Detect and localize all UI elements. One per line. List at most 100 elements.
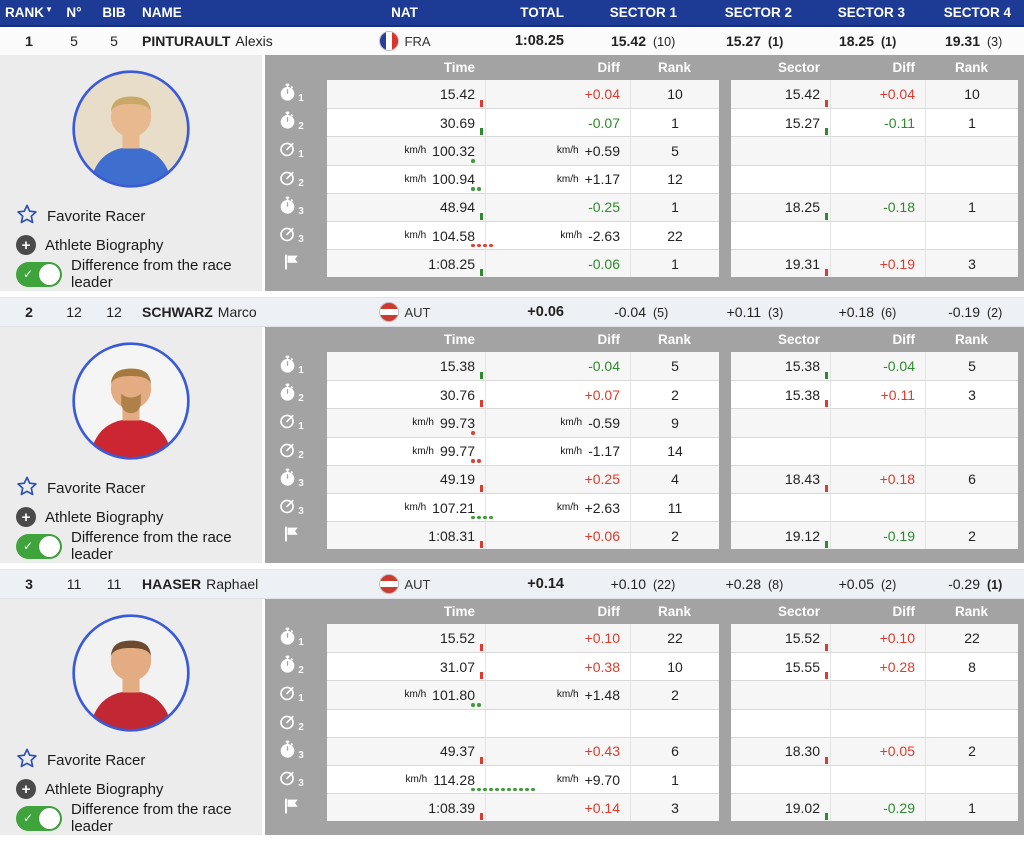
toggle-on-icon[interactable]: ✓	[16, 533, 62, 559]
sector-cell	[731, 680, 830, 709]
sector-diff-cell: -0.19	[830, 521, 925, 550]
racer-bib: 12	[106, 304, 122, 320]
sector-rank-cell	[925, 680, 1018, 709]
toggle-on-icon[interactable]: ✓	[16, 261, 62, 287]
racer-number: 12	[66, 304, 82, 320]
sector-diff-cell	[830, 436, 925, 465]
leader-diff-toggle[interactable]: ✓ Difference from the race leader	[16, 529, 262, 563]
summary-sector-4: -0.29 (1)	[918, 576, 1024, 592]
star-icon	[16, 203, 38, 229]
detail-row: 2 km/h 100.94 km/h +1.17 12	[265, 164, 1018, 193]
athlete-biography-button[interactable]: + Athlete Biography	[16, 505, 262, 529]
results-table-header: RANK▼ N° BIB NAME NAT TOTAL SECTOR 1 SEC…	[0, 0, 1024, 27]
detail-row: 1 15.52 +0.10 22 15.52 +0.10 22	[265, 624, 1018, 653]
sector-rank: (2)	[881, 578, 897, 592]
detail-row: 2 30.76 +0.07 2 15.38 +0.11 3	[265, 380, 1018, 409]
racer-rank: 2	[25, 304, 33, 320]
diff-tick-indicator	[480, 128, 483, 136]
detail-header-sector-rank: Rank	[954, 604, 988, 619]
detail-header-sector-rank: Rank	[954, 332, 988, 347]
diff-cell: -0.07	[485, 108, 630, 137]
leader-diff-toggle[interactable]: ✓ Difference from the race leader	[16, 257, 262, 291]
rank-cell: 10	[630, 80, 719, 109]
summary-sector-2: +0.11 (3)	[690, 304, 805, 320]
speedometer-icon	[278, 168, 297, 190]
stopwatch-icon	[278, 627, 297, 649]
nat-code: AUT	[404, 304, 431, 320]
diff-cell: km/h -2.63	[485, 220, 630, 250]
column-header-sector1: SECTOR 1	[609, 5, 677, 20]
detail-header-diff: Diff	[597, 332, 621, 347]
speedometer-icon	[278, 411, 297, 433]
detail-header-rank: Rank	[657, 60, 691, 75]
speedometer-icon	[278, 139, 297, 161]
sector-rank: (3)	[987, 35, 1003, 49]
favorite-racer-label: Favorite Racer	[47, 479, 146, 497]
diff-cell: +0.14	[485, 793, 630, 822]
rank-cell: 10	[630, 652, 719, 681]
racer-total-time: +0.06	[527, 304, 564, 320]
column-header-total: TOTAL	[520, 5, 564, 20]
diff-tick-indicator	[480, 212, 483, 220]
sector-rank-cell: 5	[925, 352, 1018, 381]
stopwatch-icon	[278, 468, 297, 490]
detail-rows: 1 15.52 +0.10 22 15.52 +0.10 22 2 31.07 +0.38 10 15…	[265, 624, 1018, 822]
racer-info-panel: Favorite Racer + Athlete Biography ✓ Dif…	[0, 599, 262, 835]
detail-row: 2 km/h 99.77 km/h -1.17 14	[265, 436, 1018, 465]
column-header-rank[interactable]: RANK▼	[5, 5, 53, 20]
rank-cell: 11	[630, 492, 719, 522]
stopwatch-icon	[278, 111, 297, 133]
diff-tick-indicator	[480, 541, 483, 549]
time-cell: km/h 99.77	[327, 436, 485, 465]
sector-rank: (6)	[881, 306, 897, 320]
athlete-biography-button[interactable]: + Athlete Biography	[16, 233, 262, 257]
favorite-racer-button[interactable]: Favorite Racer	[16, 748, 262, 772]
detail-row: 2	[265, 708, 1018, 737]
speedometer-icon	[278, 683, 297, 705]
athlete-biography-button[interactable]: + Athlete Biography	[16, 777, 262, 801]
sector-rank: (1)	[987, 578, 1003, 592]
sector-rank-cell	[925, 764, 1018, 794]
detail-header-diff: Diff	[597, 604, 621, 619]
sector-rank-cell	[925, 136, 1018, 165]
diff-cell: km/h +1.17	[485, 164, 630, 193]
stopwatch-icon	[278, 383, 297, 405]
detail-row: 3 49.37 +0.43 6 18.30 +0.05 2	[265, 736, 1018, 765]
racer-summary-row[interactable]: 2 12 12 SCHWARZ Marco AUT +0.06 -0.04 (5) +…	[0, 297, 1024, 327]
racer-info-panel: Favorite Racer + Athlete Biography ✓ Dif…	[0, 327, 262, 563]
sector-rank-cell: 3	[925, 249, 1018, 278]
nat-code: FRA	[404, 33, 431, 49]
detail-header-sector: Sector	[777, 332, 820, 347]
sector-rank-cell: 1	[925, 192, 1018, 221]
speed-diff-dots	[471, 187, 481, 191]
racer-summary-row[interactable]: 3 11 11 HAASER Raphael AUT +0.14 +0.10 (22…	[0, 569, 1024, 599]
time-cell: km/h 107.21	[327, 492, 493, 522]
sector-rank: (1)	[768, 35, 784, 49]
favorite-racer-button[interactable]: Favorite Racer	[16, 476, 262, 500]
racer-photo	[70, 340, 192, 462]
speed-diff-dots	[471, 787, 535, 792]
diff-cell: +0.10	[485, 624, 630, 653]
racer-block: 2 12 12 SCHWARZ Marco AUT +0.06 -0.04 (5) +…	[0, 297, 1024, 563]
diff-cell: km/h +1.48	[485, 680, 630, 709]
racer-firstname: Alexis	[235, 33, 273, 49]
detail-header-sector-rank: Rank	[954, 60, 988, 75]
summary-sector-2: 15.27 (1)	[690, 33, 805, 49]
leader-diff-label: Difference from the race leader	[71, 529, 232, 563]
detail-row: 1:08.31 +0.06 2 19.12 -0.19 2	[265, 521, 1018, 550]
diff-tick-indicator	[480, 813, 483, 821]
sector-cell: 19.02	[731, 793, 830, 822]
leader-diff-toggle[interactable]: ✓ Difference from the race leader	[16, 801, 262, 835]
diff-tick-indicator	[825, 372, 828, 380]
diff-tick-indicator	[825, 644, 828, 652]
sector-diff-cell: -0.29	[830, 793, 925, 822]
sector-value: 15.27	[725, 33, 761, 49]
plus-icon: +	[16, 235, 36, 255]
flag-icon	[378, 302, 399, 322]
toggle-on-icon[interactable]: ✓	[16, 805, 62, 831]
racer-lastname: SCHWARZ	[142, 304, 213, 320]
sector-diff-cell: -0.11	[830, 108, 925, 137]
favorite-racer-button[interactable]: Favorite Racer	[16, 204, 262, 228]
speed-diff-dots	[471, 703, 481, 707]
racer-summary-row[interactable]: 1 5 5 PINTURAULT Alexis FRA 1:08.25 15.42…	[0, 27, 1024, 55]
